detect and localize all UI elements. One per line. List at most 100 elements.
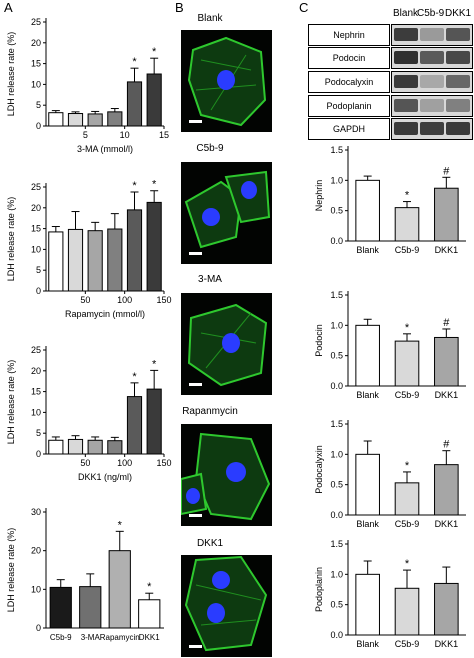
- blot-strip-gapdh: [391, 118, 473, 140]
- bar: [146, 388, 162, 455]
- significance-marker: *: [132, 180, 137, 192]
- y-tick-label: 0.0: [330, 510, 343, 520]
- y-tick-label: 0: [36, 121, 41, 131]
- y-tick-label: 0.5: [330, 351, 343, 361]
- x-tick-label: C5b-9: [395, 519, 420, 529]
- micrograph-dkk1: [181, 555, 272, 657]
- significance-marker: #: [443, 439, 450, 451]
- x-tick-label: C5b-9: [395, 639, 420, 649]
- x-axis-label: 3-MA (mmol/l): [77, 144, 133, 154]
- micrograph-rapamycin: [181, 424, 272, 526]
- bar: [355, 324, 380, 387]
- y-tick-label: 15: [31, 59, 41, 69]
- micrograph-blank: [181, 30, 272, 132]
- significance-marker: *: [405, 558, 410, 570]
- x-tick-label: 50: [80, 458, 90, 468]
- y-tick-label: 25: [31, 182, 41, 192]
- bar: [138, 599, 161, 629]
- y-axis-label: Nephrin: [314, 180, 324, 212]
- significance-marker: *: [152, 358, 157, 370]
- y-tick-label: 20: [31, 546, 41, 556]
- y-tick-label: 10: [31, 584, 41, 594]
- bar: [67, 228, 84, 292]
- bar: [394, 207, 420, 242]
- micrograph-title-dkk1: DKK1: [196, 538, 224, 549]
- y-tick-label: 10: [31, 407, 41, 417]
- bar: [87, 230, 103, 292]
- y-tick-label: 15: [31, 224, 41, 234]
- x-tick-label: Blank: [356, 639, 379, 649]
- y-tick-label: 1.0: [330, 320, 343, 330]
- y-tick-label: 1.0: [330, 175, 343, 185]
- bar: [394, 482, 420, 516]
- y-tick-label: 5: [36, 428, 41, 438]
- y-axis-label: LDH release rate (%): [6, 528, 16, 613]
- bar: [126, 81, 143, 127]
- bar: [48, 439, 64, 455]
- x-tick-label: 150: [156, 295, 171, 305]
- y-tick-label: 5: [36, 100, 41, 110]
- y-axis-label: Podocin: [314, 324, 324, 357]
- x-tick-label: Blank: [356, 390, 379, 400]
- significance-marker: *: [132, 56, 137, 68]
- micrograph-dkk1-image: [184, 555, 268, 652]
- x-tick-label: DKK1: [435, 519, 459, 529]
- micrograph-blank-image: [187, 36, 267, 127]
- x-tick-label: DKK1: [139, 633, 160, 642]
- bar: [107, 228, 123, 292]
- bar: [87, 439, 103, 455]
- y-tick-label: 20: [31, 366, 41, 376]
- bar: [107, 440, 123, 455]
- micrograph-title-c5b9: C5b-9: [196, 143, 224, 154]
- micrograph-title-rapamycin: Rapanmycin: [182, 406, 238, 417]
- blot-row-podocalyxin: Podocalyxin: [308, 71, 390, 93]
- chart-a4: 0 10 20 30 * * C5b-9 3-MA Rapamycin DKK1 LDH relea…: [6, 507, 164, 642]
- blot-row-podocin: Podocin: [308, 47, 390, 69]
- y-tick-label: 0.5: [330, 206, 343, 216]
- blot-strip-podocalyxin: [391, 71, 473, 93]
- bar: [48, 231, 64, 292]
- micrograph-3ma-image: [187, 303, 268, 387]
- bar: [48, 112, 64, 127]
- x-tick-label: 10: [120, 130, 130, 140]
- bar: [49, 586, 72, 629]
- significance-marker: *: [152, 179, 157, 191]
- bar: [355, 453, 380, 516]
- y-axis-label: Podoplanin: [314, 567, 324, 612]
- significance-marker: *: [132, 371, 137, 383]
- y-tick-label: 1.5: [330, 419, 343, 429]
- significance-marker: *: [405, 322, 410, 334]
- blot-lane-c5b9: C5b-9: [417, 8, 445, 19]
- significance-marker: *: [118, 519, 123, 531]
- micrograph-rapamycin-image: [181, 432, 271, 521]
- bar: [67, 113, 84, 127]
- chart-a2: 0 5 10 15 20 25 * * 50 100 150 Rapamycin (mmol/l) LD…: [6, 179, 172, 319]
- bar: [67, 438, 84, 455]
- chart-a1: 0 5 10 15 20 25 * * 5 10 15 3-MA (mmol/l) LDH releas…: [6, 17, 169, 154]
- x-tick-label: 100: [117, 295, 132, 305]
- y-tick-label: 0.0: [330, 381, 343, 391]
- bar: [79, 586, 102, 629]
- y-tick-label: 0: [36, 449, 41, 459]
- x-tick-label: 15: [159, 130, 169, 140]
- bar: [146, 73, 162, 127]
- x-tick-label: DKK1: [435, 245, 459, 255]
- y-tick-label: 20: [31, 38, 41, 48]
- y-tick-label: 1.5: [330, 290, 343, 300]
- x-tick-label: DKK1: [435, 390, 459, 400]
- x-tick-label: 50: [80, 295, 90, 305]
- chart-c4: 0.0 0.5 1.0 1.5 * Blank C5b-9 DKK1 Podoplanin: [314, 539, 466, 649]
- y-tick-label: 10: [31, 79, 41, 89]
- bar: [434, 464, 459, 516]
- y-tick-label: 20: [31, 203, 41, 213]
- y-tick-label: 0.0: [330, 236, 343, 246]
- bar: [87, 113, 103, 127]
- y-tick-label: 1.5: [330, 145, 343, 155]
- y-tick-label: 25: [31, 345, 41, 355]
- blot-lane-dkk1: DKK1: [445, 8, 472, 19]
- x-tick-label: Blank: [356, 519, 379, 529]
- panel-label-b: B: [175, 0, 184, 15]
- bar: [434, 582, 459, 636]
- y-axis-label: LDH release rate (%): [6, 32, 16, 117]
- y-tick-label: 1.0: [330, 449, 343, 459]
